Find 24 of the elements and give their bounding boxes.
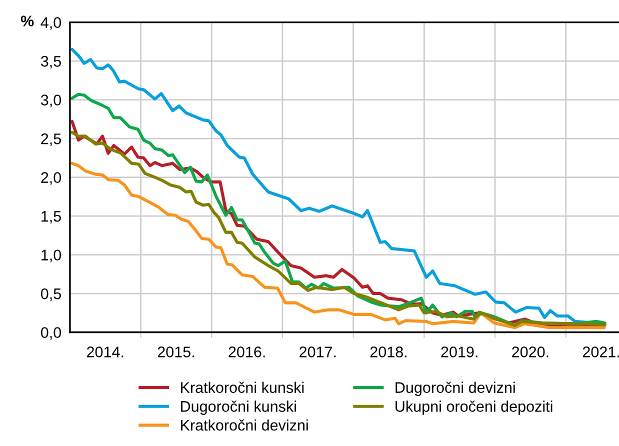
- x-tick-label: 2021.: [582, 346, 619, 358]
- x-tick-label: 2020.: [512, 346, 548, 358]
- x-tick-label: 2016.: [228, 346, 265, 358]
- x-tick-label: 2017.: [300, 346, 336, 358]
- y-tick-label: 0,0: [40, 327, 62, 340]
- x-tick-label: 2018.: [370, 346, 406, 358]
- legend-label: Kratkoročni devizni: [181, 419, 308, 431]
- y-tick-label: 4,0: [40, 17, 62, 30]
- legend-label: Kratkoročni kunski: [181, 382, 304, 393]
- x-tick-label: 2015.: [158, 346, 194, 358]
- legend-label: Ukupni oročeni depoziti: [396, 400, 552, 415]
- y-tick-label: 2,5: [41, 133, 61, 146]
- y-tick-label: 1,0: [42, 250, 62, 262]
- y-tick-label: 3,0: [40, 94, 62, 108]
- line-series: [70, 162, 606, 330]
- x-tick-label: 2019.: [441, 346, 478, 358]
- y-tick-label: 3,5: [40, 56, 61, 69]
- y-tick-label: 1,5: [42, 211, 61, 224]
- legend-label: Dugoročni devizni: [396, 382, 515, 396]
- legend-label: Dugoročni kunski: [181, 400, 296, 415]
- y-axis-title: %: [20, 16, 34, 26]
- y-tick-label: 0,5: [40, 288, 61, 302]
- y-tick-label: 2,0: [41, 172, 62, 185]
- x-tick-label: 2014.: [87, 346, 124, 358]
